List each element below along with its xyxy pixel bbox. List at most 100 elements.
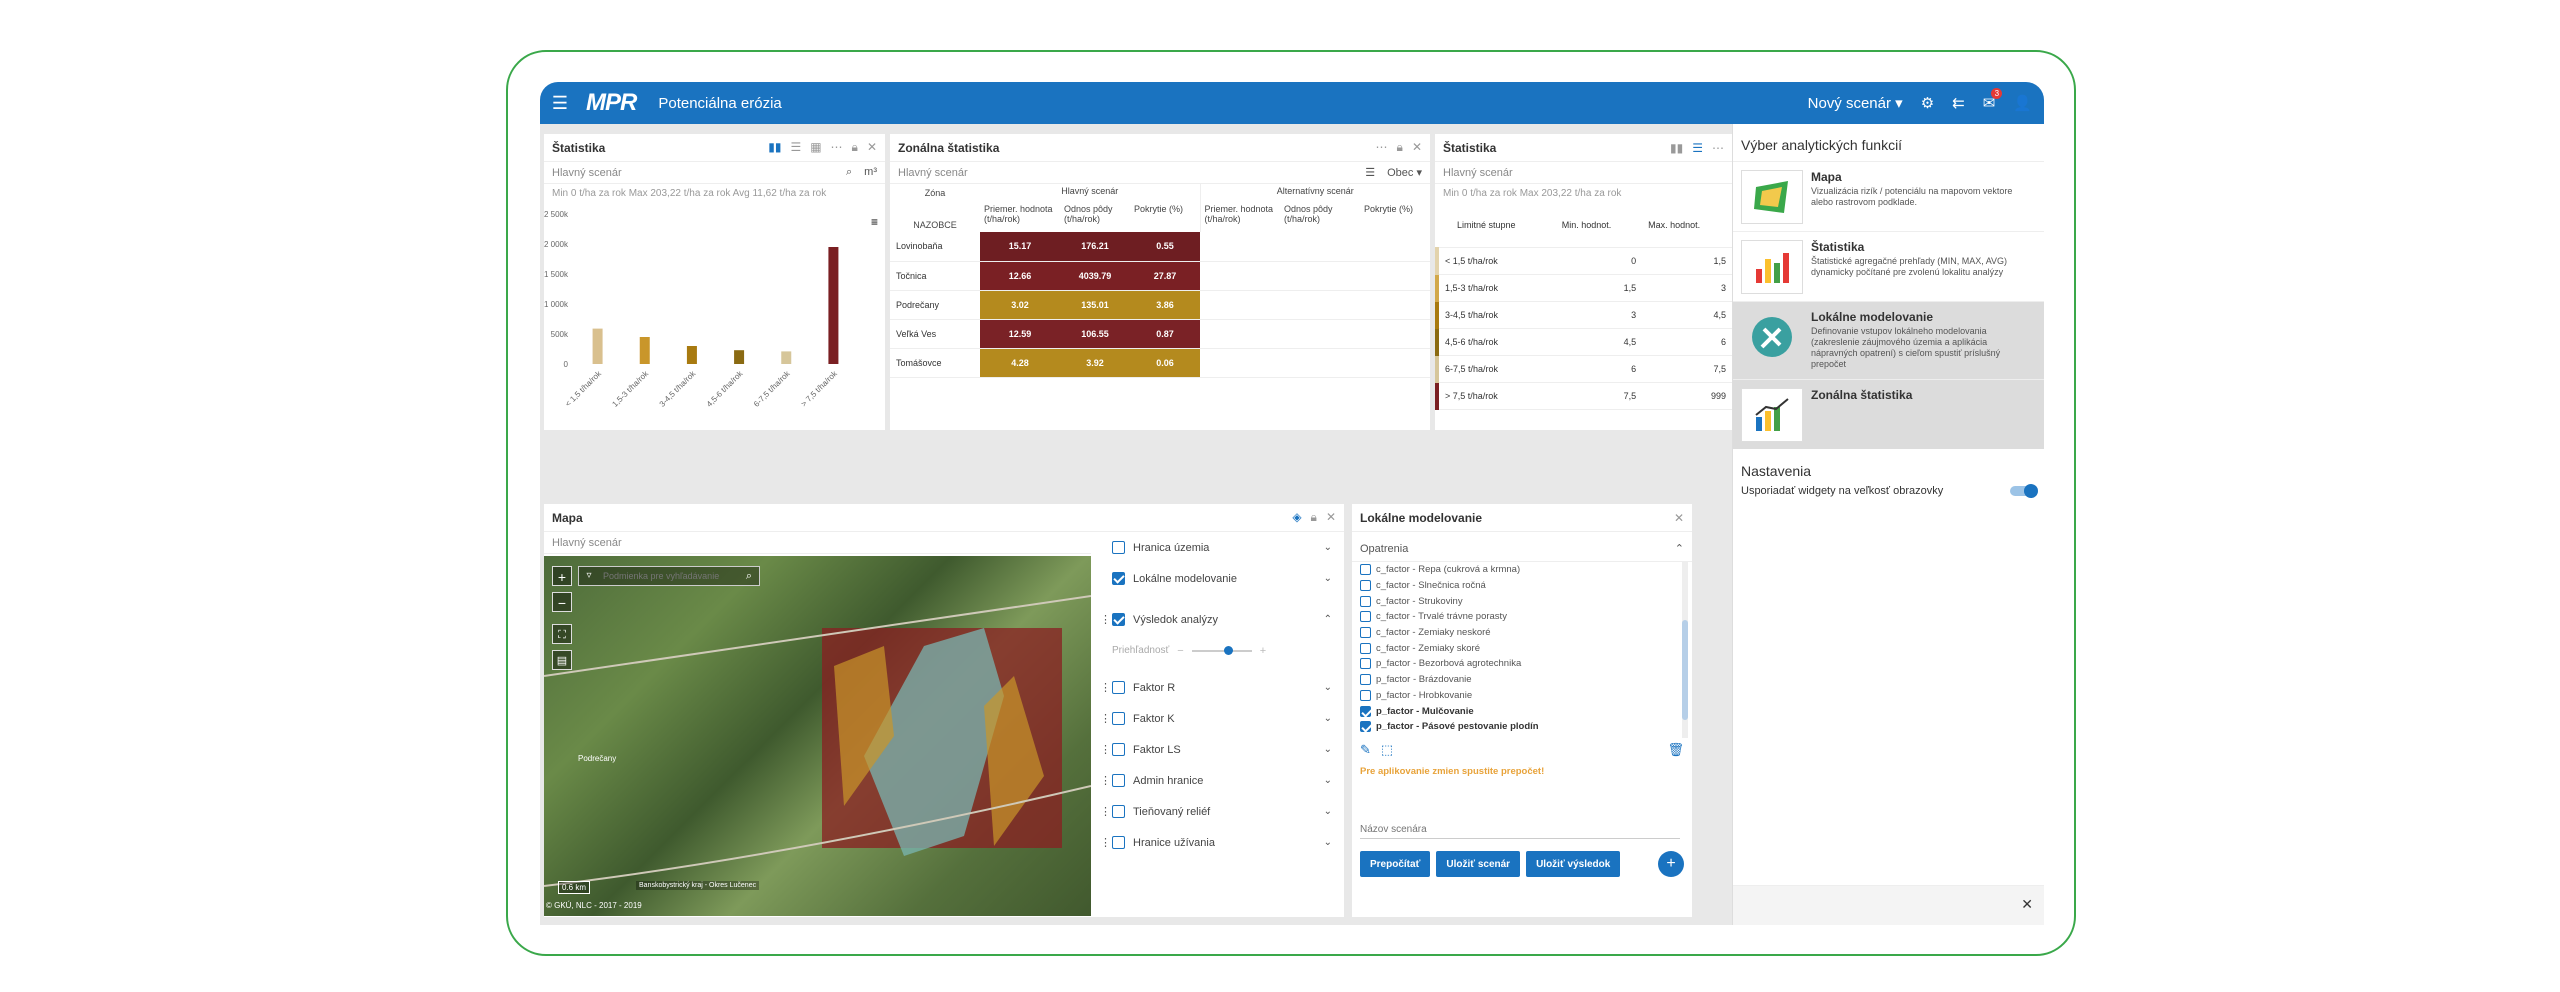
layer-item[interactable]: ⋮ Faktor LS ⌄ [1092,734,1342,765]
measure-item[interactable]: p_factor - Hrobkovanie [1360,688,1684,704]
close-icon[interactable]: ✕ [2021,896,2033,912]
measure-item[interactable]: p_factor - Mulčovanie [1360,703,1684,719]
recalculate-button[interactable]: Prepočítať [1360,851,1431,877]
chevron-down-icon[interactable]: ⌄ [1323,806,1332,817]
drag-handle-icon[interactable]: ⋮ [1100,744,1111,756]
bar[interactable] [686,346,697,364]
measure-item[interactable]: c_factor - Slnečnica ročná [1360,578,1684,594]
measure-item[interactable]: c_factor - Strukoviny [1360,593,1684,609]
layer-checkbox[interactable] [1112,743,1125,756]
scrollbar[interactable] [1682,562,1688,738]
search-icon[interactable]: ⌕ [745,570,753,582]
unit-select[interactable]: m³ [864,166,877,178]
mail-icon[interactable]: ✉ 3 [1983,88,2003,112]
table-row[interactable]: Podrečany 3.02 135.01 3.86 [890,290,1430,320]
drag-handle-icon[interactable]: ⋮ [1100,713,1111,725]
menu-icon[interactable]: ☰ [551,92,569,113]
delete-icon[interactable]: 🗑︎ [1667,742,1684,757]
lock-icon[interactable]: 🔒︎ [851,140,858,154]
layer-item[interactable]: Lokálne modelovanie ⌄ [1092,563,1342,594]
measure-checkbox[interactable] [1360,674,1371,686]
function-statistics[interactable]: Štatistika Štatistické agregačné prehľady… [1733,231,2044,301]
save-scenario-button[interactable]: Uložiť scenár [1436,851,1521,877]
measure-item[interactable]: p_factor - Bezorbová agrotechnika [1360,656,1684,672]
map-canvas[interactable]: + − ⛶ ▤ ▿ ⌕ Podrečany 0.6 km Banskobystr… [544,556,1091,916]
layer-checkbox[interactable] [1112,572,1125,585]
table-row[interactable]: < 1,5 t/ha/rok 0 1,5 [1435,247,1732,275]
table-row[interactable]: 6-7,5 t/ha/rok 6 7,5 [1435,355,1732,383]
list-icon[interactable]: ☰ [1692,140,1703,155]
chevron-down-icon[interactable]: ⌄ [1323,682,1332,693]
scenario-name-input[interactable] [1360,821,1680,839]
table-row[interactable]: 1,5-3 t/ha/rok 1,5 3 [1435,274,1732,302]
bar[interactable] [592,328,603,364]
fullscreen-icon[interactable]: ⛶ [552,624,572,644]
table-row[interactable]: 4,5-6 t/ha/rok 4,5 6 [1435,328,1732,356]
bar[interactable] [639,337,650,364]
transparency-slider[interactable] [1191,645,1252,655]
measure-checkbox[interactable] [1360,595,1371,607]
scenario-label[interactable]: Hlavný scenár [552,166,622,179]
save-result-button[interactable]: Uložiť výsledok [1526,851,1621,877]
select-area-icon[interactable]: ⬚ [1380,742,1394,757]
layer-checkbox[interactable] [1112,712,1125,725]
measure-checkbox[interactable] [1360,611,1371,623]
measure-item[interactable]: c_factor - Repa (cukrová a krmna) [1360,562,1684,578]
bar-chart-icon[interactable]: ▮▮ [1670,140,1684,155]
measure-item[interactable]: c_factor - Zemiaky neskoré [1360,625,1684,641]
function-map[interactable]: Mapa Vizualizácia rizík / potenciálu na m… [1733,161,2044,231]
measure-checkbox[interactable] [1360,580,1371,592]
chevron-down-icon[interactable]: ⌄ [1323,775,1332,786]
function-local-modeling[interactable]: Lokálne modelovanie Definovanie vstupov l… [1733,301,2044,379]
edit-icon[interactable]: ✎ [1360,742,1371,757]
drag-handle-icon[interactable]: ⋮ [1100,682,1111,694]
bar[interactable] [781,351,792,364]
table-row[interactable]: Tomášovce 4.28 3.92 0.06 [890,348,1430,378]
zoom-out-button[interactable]: − [552,592,572,612]
chevron-up-icon[interactable]: ⌃ [1674,543,1684,555]
chevron-down-icon[interactable]: ⌄ [1323,713,1332,724]
layer-checkbox[interactable] [1112,613,1125,626]
chevron-down-icon[interactable]: ⌄ [1323,837,1332,848]
close-icon[interactable]: ✕ [1673,510,1684,525]
scenario-label[interactable]: Hlavný scenár [1443,166,1513,179]
chevron-down-icon[interactable]: ⌄ [1323,744,1332,755]
measure-checkbox[interactable] [1360,564,1371,576]
layer-item[interactable]: ⋮ Hranice užívania ⌄ [1092,827,1342,858]
measure-item[interactable]: c_factor - Zemiaky skoré [1360,640,1684,656]
chevron-down-icon[interactable]: ⌄ [1323,573,1332,584]
measure-item[interactable]: c_factor - Trvalé trávne porasty [1360,609,1684,625]
layer-checkbox[interactable] [1112,836,1125,849]
scenario-label[interactable]: Hlavný scenár [898,166,968,179]
chart-menu-icon[interactable]: ≡ [871,215,878,229]
close-icon[interactable]: ✕ [866,140,877,154]
scenario-label[interactable]: Hlavný scenár [552,536,622,549]
table-row[interactable]: Lovinobaňa 15.17 176.21 0.55 [890,232,1430,262]
layer-item[interactable]: ⋮ Tieňovaný reliéf ⌄ [1092,796,1342,827]
close-icon[interactable]: ✕ [1411,140,1422,154]
measure-icon[interactable]: ▤ [552,650,572,670]
drag-handle-icon[interactable]: ⋮ [1100,775,1111,787]
measure-checkbox[interactable] [1360,627,1371,639]
measure-checkbox[interactable] [1360,705,1371,717]
function-zonal-statistics[interactable]: Zonálna štatistika [1733,379,2044,449]
map-search-input[interactable] [599,567,739,585]
drag-handle-icon[interactable]: ⋮ [1100,614,1111,626]
drag-handle-icon[interactable]: ⋮ [1100,837,1111,849]
lock-icon[interactable]: 🔒︎ [1310,510,1317,524]
table-row[interactable]: 3-4,5 t/ha/rok 3 4,5 [1435,301,1732,329]
layers-icon[interactable]: ◈ [1292,510,1302,524]
layer-checkbox[interactable] [1112,541,1125,554]
table-row[interactable]: Veľká Ves 12.59 106.55 0.87 [890,319,1430,349]
bar-chart-icon[interactable]: ▮▮ [768,140,782,154]
layer-item[interactable]: Hranica územia ⌄ [1092,532,1342,563]
chevron-up-icon[interactable]: ⌃ [1323,614,1332,625]
search-icon[interactable]: ⌕ [846,166,853,178]
bar[interactable] [828,247,839,364]
more-icon[interactable]: ⋯ [830,140,843,154]
measure-checkbox[interactable] [1360,642,1371,654]
add-button[interactable]: + [1658,851,1684,877]
close-icon[interactable]: ✕ [1325,510,1336,524]
bar[interactable] [734,350,745,364]
filter-icon[interactable]: ▿ [586,570,592,581]
